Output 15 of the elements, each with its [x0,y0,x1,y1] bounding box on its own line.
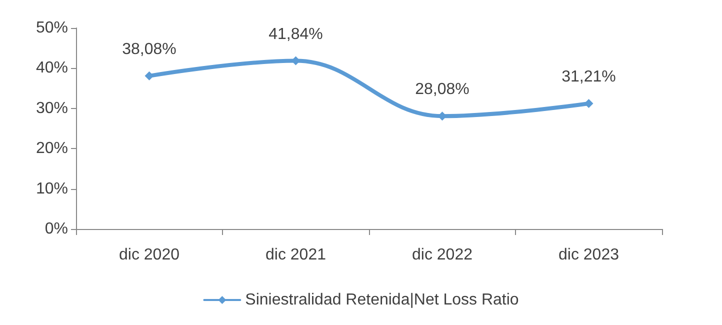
x-tick-label: dic 2020 [119,246,180,264]
x-tick-label: dic 2021 [266,246,326,264]
y-tick-label: 30% [36,100,68,117]
y-tick-label: 0% [44,220,68,238]
data-label: 38,08% [122,40,176,58]
y-tick-label: 40% [36,60,68,77]
legend-label: Siniestralidad Retenida|Net Loss Ratio [245,292,519,308]
data-label: 41,84% [268,26,323,43]
x-tick-label: dic 2023 [558,246,620,264]
y-tick-label: 10% [36,180,68,198]
x-tick-label: dic 2022 [412,246,473,264]
data-label: 28,08% [415,81,470,98]
y-tick-label: 20% [36,140,68,158]
data-label: 31,21% [562,68,616,86]
y-tick-label: 50% [36,20,68,36]
